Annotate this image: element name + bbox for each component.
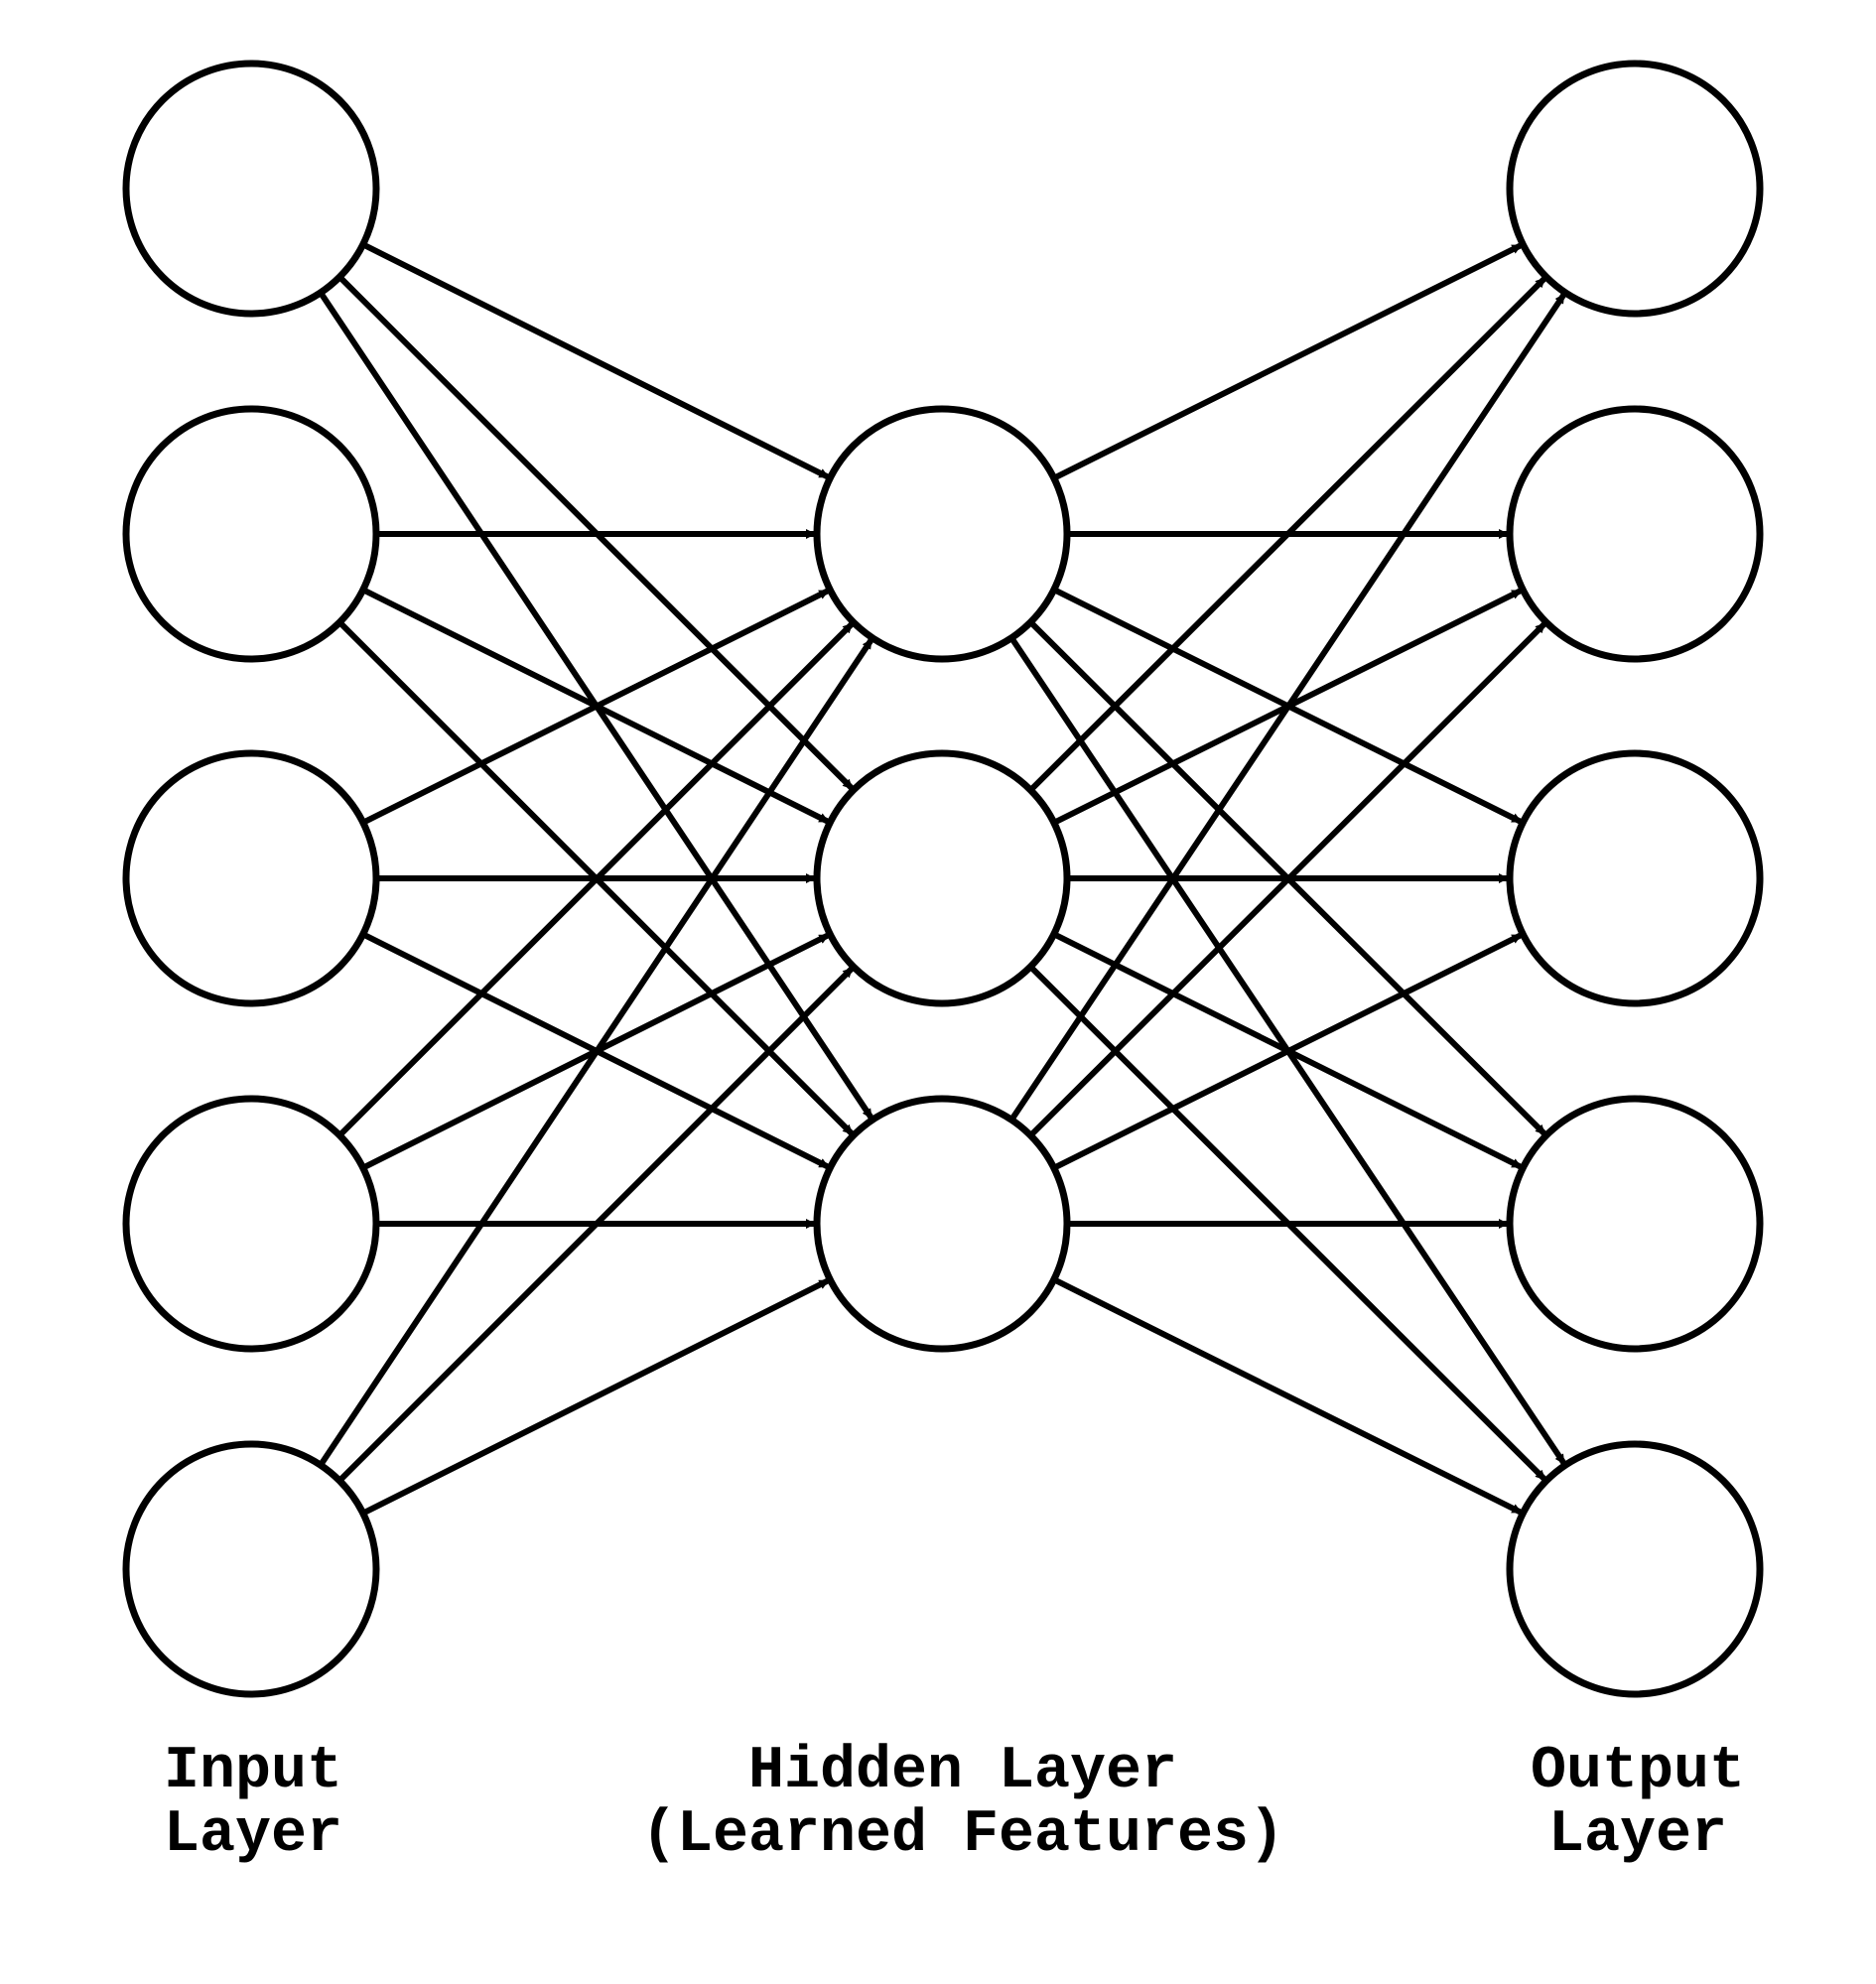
connection-input-5-to-hidden-1 [318, 637, 874, 1467]
input-layer-label-line-1: Input [163, 1738, 343, 1805]
connection-input-5-to-hidden-3 [361, 1277, 830, 1517]
input-layer-label: Input Layer [109, 1740, 397, 1867]
input-node-5 [122, 1440, 380, 1698]
input-node-4 [122, 1095, 380, 1353]
output-layer-label: Output Layer [1489, 1740, 1787, 1867]
connections-group [318, 241, 1567, 1517]
connection-input-4-to-hidden-1 [337, 621, 855, 1138]
connection-hidden-1-to-output-1 [1052, 242, 1523, 481]
hidden-layer-label-line-1: Hidden Layer [747, 1738, 1178, 1805]
hidden-node-1 [813, 405, 1071, 663]
input-node-2 [122, 405, 380, 663]
output-node-3 [1506, 749, 1764, 1007]
connection-input-1-to-hidden-1 [361, 241, 830, 480]
output-node-5 [1506, 1440, 1764, 1698]
output-node-2 [1506, 405, 1764, 663]
connection-hidden-2-to-output-1 [1028, 276, 1547, 793]
output-layer-label-line-2: Layer [1547, 1801, 1728, 1869]
output-node-1 [1506, 60, 1764, 318]
hidden-node-3 [813, 1095, 1071, 1353]
connection-hidden-3-to-output-2 [1028, 621, 1547, 1138]
hidden-layer-label-line-2: (Learned Features) [640, 1801, 1285, 1869]
connection-hidden-3-to-output-5 [1052, 1276, 1523, 1516]
connection-hidden-3-to-output-3 [1052, 932, 1523, 1171]
input-node-3 [122, 749, 380, 1007]
input-node-1 [122, 60, 380, 318]
nodes-group [122, 60, 1764, 1698]
hidden-layer-label: Hidden Layer (Learned Features) [586, 1740, 1340, 1867]
input-layer-label-line-2: Layer [163, 1801, 343, 1869]
hidden-node-2 [813, 749, 1071, 1007]
output-layer-label-line-1: Output [1530, 1738, 1746, 1805]
connection-input-3-to-hidden-1 [361, 588, 830, 826]
connection-input-5-to-hidden-2 [336, 966, 855, 1484]
connection-hidden-3-to-output-1 [1008, 292, 1567, 1122]
output-node-4 [1506, 1095, 1764, 1353]
